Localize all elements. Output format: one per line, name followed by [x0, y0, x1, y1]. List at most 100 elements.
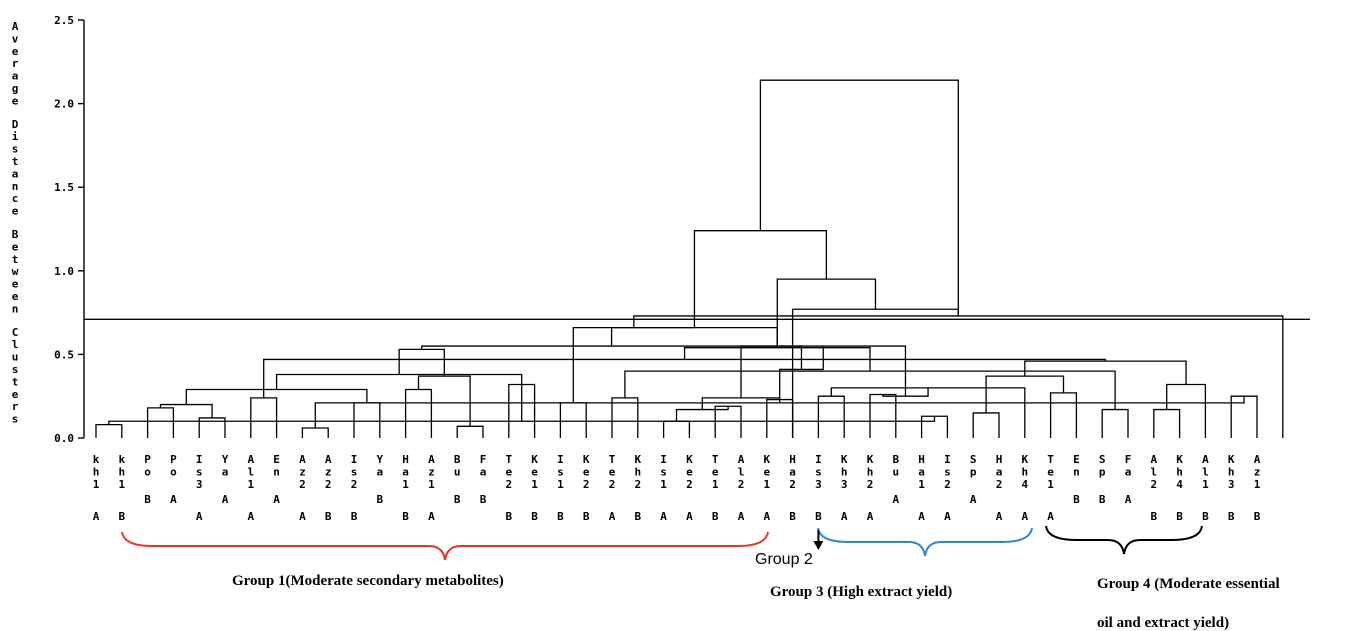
- leaf-label-char: e: [1047, 465, 1054, 478]
- leaf-label-char: 1: [93, 478, 100, 491]
- y-axis-label-char: A: [12, 20, 19, 33]
- leaf-label-char: 1: [660, 478, 667, 491]
- leaf-label-char: a: [789, 465, 796, 478]
- leaf-label-char: 1: [1047, 478, 1054, 491]
- leaf-label-char: 3: [1228, 478, 1235, 491]
- y-axis-label-char: u: [12, 351, 19, 364]
- y-axis: 2.5 2.0 1.5 1.0 0.5 0.0: [54, 14, 85, 445]
- leaf-suffix: A: [299, 510, 306, 523]
- leaf-label-char: 2: [867, 478, 874, 491]
- leaf-label-char: 4: [1176, 478, 1183, 491]
- cluster-merge: [972, 412, 1000, 438]
- leaf-suffix: A: [196, 510, 203, 523]
- leaf-suffix: A: [892, 493, 899, 506]
- y-tick-label: 1.0: [54, 265, 74, 278]
- leaf-label-char: P: [144, 453, 151, 466]
- leaf-label-char: I: [944, 453, 951, 466]
- leaf-suffix: A: [918, 510, 925, 523]
- leaf-label-char: 2: [351, 478, 358, 491]
- leaf-label-char: z: [325, 465, 332, 478]
- cluster-merge: [869, 393, 897, 438]
- leaf-label-char: A: [1202, 453, 1209, 466]
- leaf-label-char: 1: [763, 478, 770, 491]
- leaf-label-char: A: [299, 453, 306, 466]
- leaf-label-char: K: [686, 453, 693, 466]
- leaf-label-char: E: [1073, 453, 1080, 466]
- leaf-label-char: 1: [118, 478, 125, 491]
- leaf-label-char: u: [454, 465, 461, 478]
- y-axis-label-char: t: [12, 375, 19, 388]
- leaf-label-char: l: [1202, 465, 1209, 478]
- y-axis-label-char: e: [12, 240, 19, 253]
- leaf-label-char: 2: [609, 478, 616, 491]
- leaf-label-char: k: [118, 453, 125, 466]
- leaf-label-char: k: [93, 453, 100, 466]
- cluster-merge: [1166, 383, 1207, 438]
- leaf-suffix: B: [505, 510, 512, 523]
- leaf-label-char: 1: [247, 478, 254, 491]
- y-tick-label: 0.5: [54, 348, 74, 361]
- leaf-label-char: 1: [1202, 478, 1209, 491]
- group1-label: Group 1(Moderate secondary metabolites): [232, 573, 504, 589]
- leaf-suffix: A: [1047, 510, 1054, 523]
- leaf-suffix: B: [1176, 510, 1183, 523]
- leaf-label-char: E: [273, 453, 280, 466]
- leaf-label-char: F: [1125, 453, 1132, 466]
- leaf-label-char: I: [351, 453, 358, 466]
- leaf-suffix: A: [609, 510, 616, 523]
- y-axis-label-char: D: [12, 118, 19, 131]
- cluster-merge: [159, 403, 213, 418]
- leaf-suffix: B: [351, 510, 358, 523]
- y-axis-label-char: a: [12, 167, 19, 180]
- cluster-merge: [1101, 408, 1129, 438]
- cluster-merge: [559, 402, 587, 438]
- y-axis-label-char: s: [12, 363, 19, 376]
- leaf-label-char: 2: [299, 478, 306, 491]
- leaf-label-char: s: [196, 465, 203, 478]
- y-axis-label-char: v: [12, 32, 19, 45]
- cluster-merge: [250, 397, 278, 438]
- leaf-label-char: A: [247, 453, 254, 466]
- leaf-suffix: B: [815, 510, 822, 523]
- leaf-label-char: B: [454, 453, 461, 466]
- leaf-suffix: A: [247, 510, 254, 523]
- leaf-suffix: B: [1228, 510, 1235, 523]
- leaf-label-char: K: [531, 453, 538, 466]
- cluster-merge: [275, 373, 523, 422]
- leaf-label-char: 1: [557, 478, 564, 491]
- leaf-label-char: A: [1150, 453, 1157, 466]
- y-axis-label-char: e: [12, 205, 19, 218]
- leaf-labels: kh1Akh1BPoBPoAIs3AYaAAl1AEnAAz2AAz2BIs2B…: [93, 453, 1261, 523]
- leaf-label-char: I: [557, 453, 564, 466]
- leaf-suffix: B: [712, 510, 719, 523]
- leaf-label-char: a: [402, 465, 409, 478]
- y-tick-label: 2.5: [54, 14, 74, 27]
- leaf-suffix: B: [557, 510, 564, 523]
- leaf-suffix: A: [867, 510, 874, 523]
- leaf-label-char: 2: [789, 478, 796, 491]
- leaf-label-char: 3: [815, 478, 822, 491]
- leaf-label-char: e: [531, 465, 538, 478]
- leaf-label-char: 2: [996, 478, 1003, 491]
- leaf-suffix: A: [428, 510, 435, 523]
- leaf-label-char: 4: [1021, 478, 1028, 491]
- y-axis-label-char: c: [12, 192, 19, 205]
- group1-brace: [121, 531, 769, 561]
- leaf-suffix: B: [1099, 493, 1106, 506]
- leaf-label-char: A: [738, 453, 745, 466]
- y-axis-label-char: t: [12, 253, 19, 266]
- leaf-suffix: A: [763, 510, 770, 523]
- cluster-merge: [611, 397, 639, 438]
- leaf-label-char: a: [376, 465, 383, 478]
- leaf-label-char: 2: [505, 478, 512, 491]
- leaf-label-char: a: [918, 465, 925, 478]
- cluster-merge: [456, 425, 484, 438]
- leaf-label-char: K: [1021, 453, 1028, 466]
- leaf-label-char: e: [505, 465, 512, 478]
- leaf-label-char: Y: [376, 453, 383, 466]
- cluster-merge: [1153, 408, 1181, 438]
- leaf-label-char: 2: [325, 478, 332, 491]
- leaf-label-char: 3: [841, 478, 848, 491]
- leaf-suffix: A: [686, 510, 693, 523]
